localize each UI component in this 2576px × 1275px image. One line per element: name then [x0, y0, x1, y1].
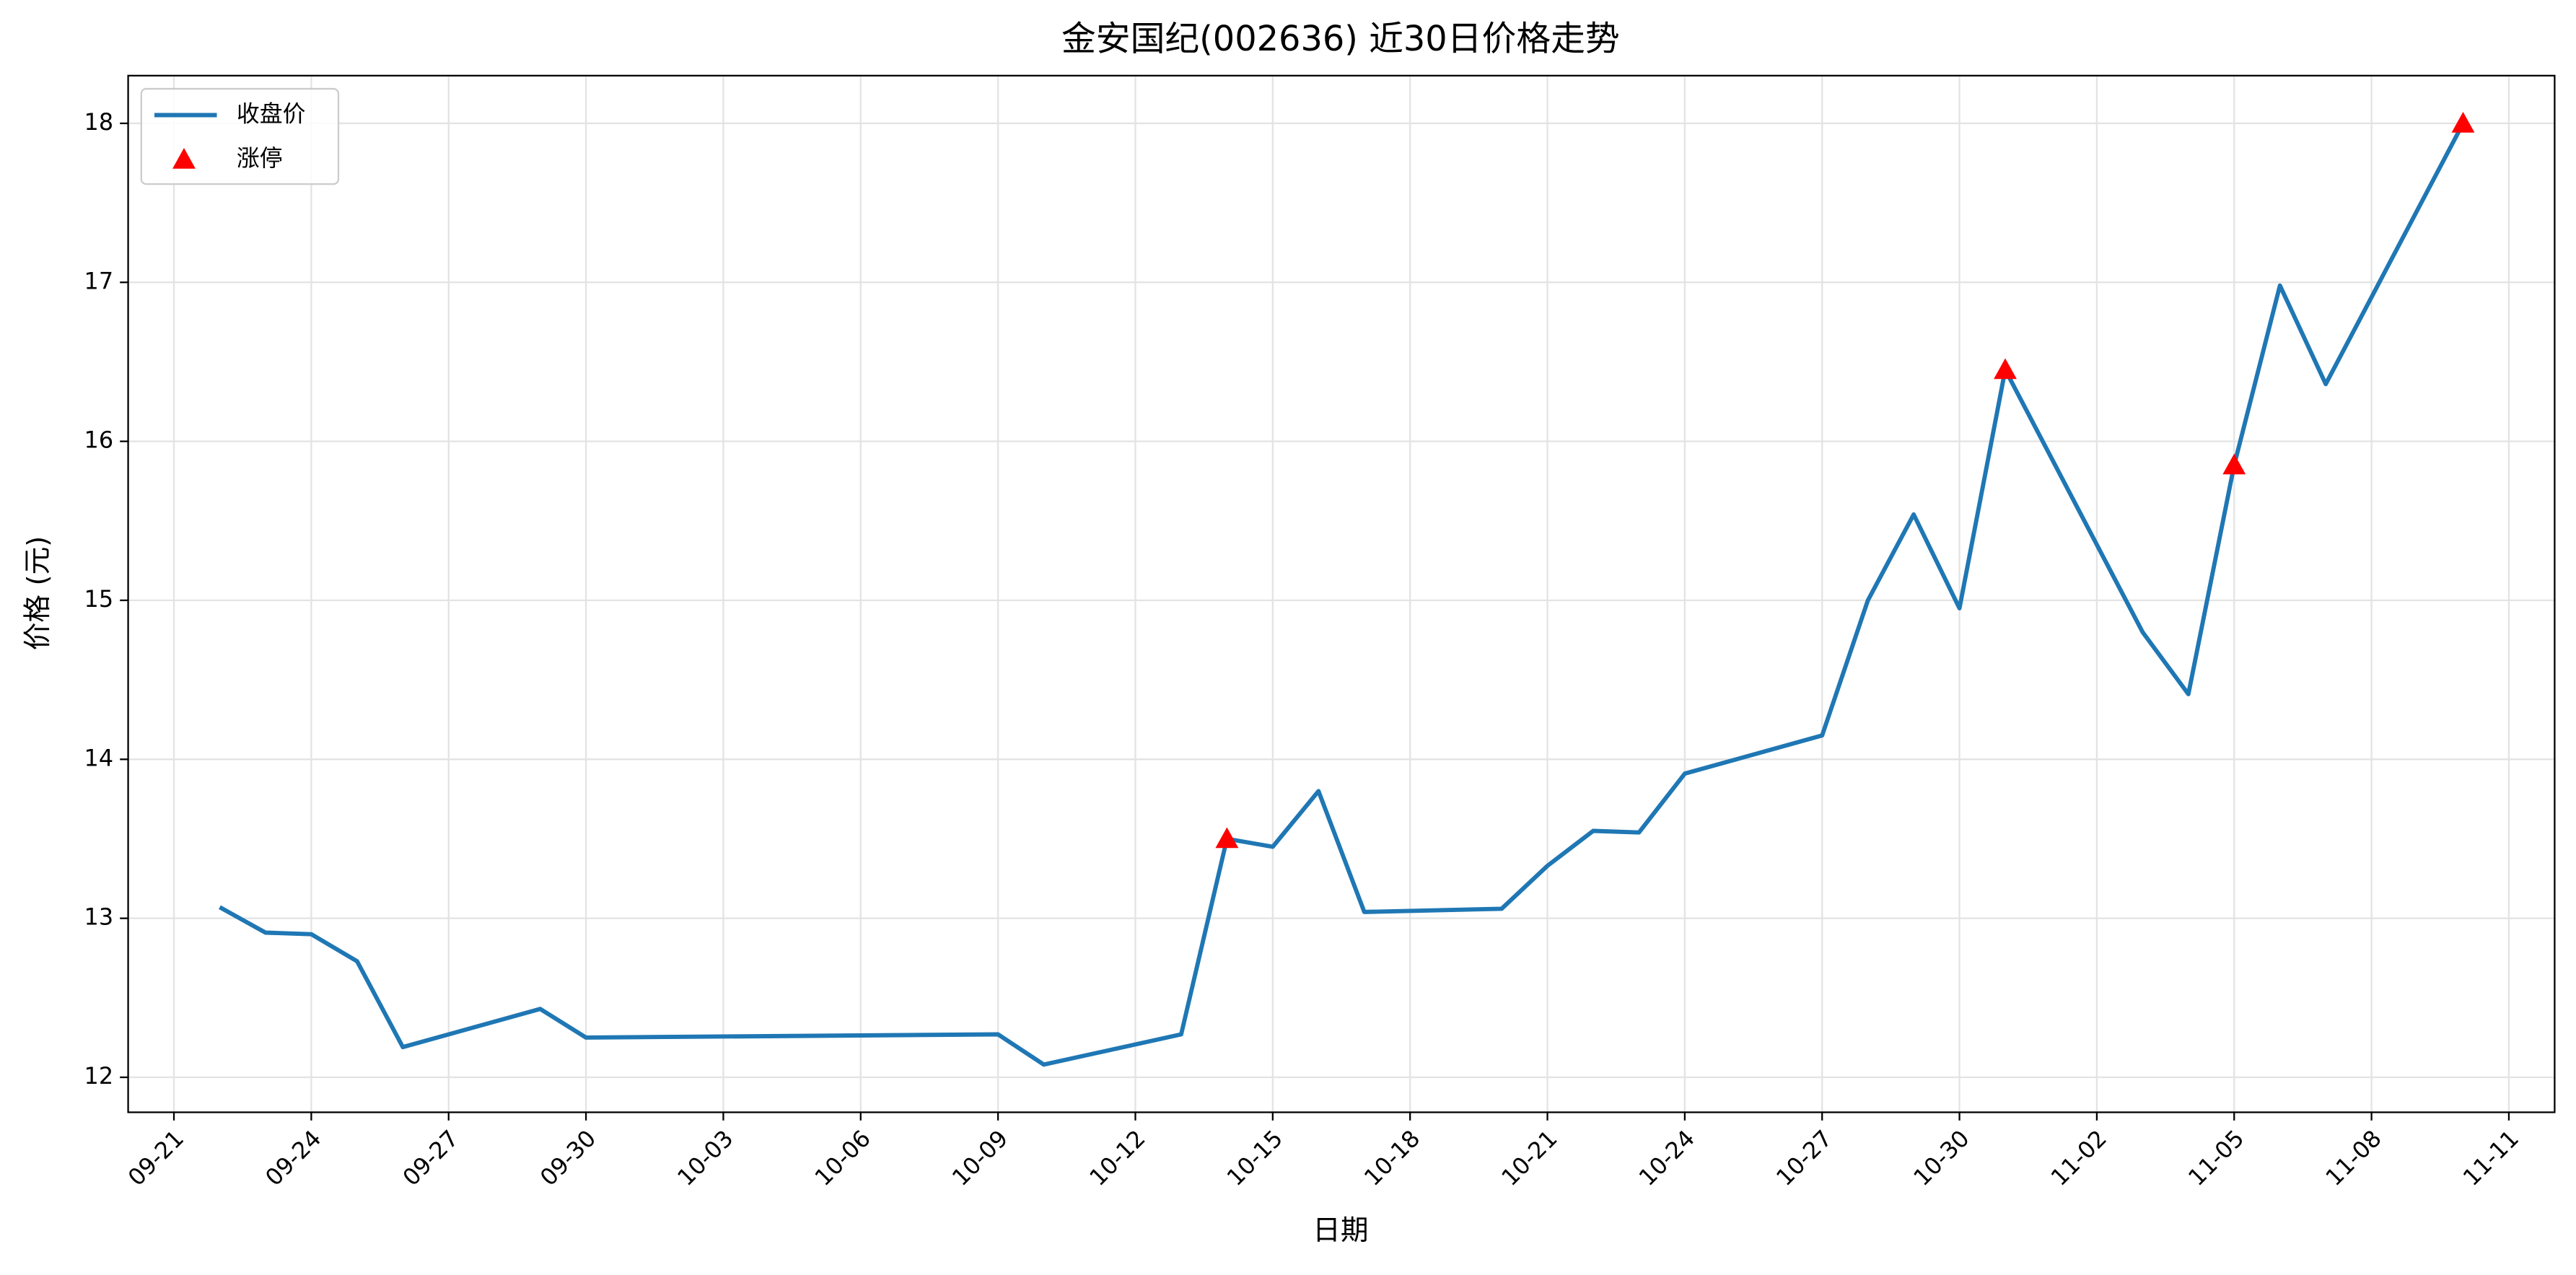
y-tick-label: 13	[84, 903, 114, 931]
chart-title: 金安国纪(002636) 近30日价格走势	[1061, 19, 1620, 59]
y-axis-label: 价格 (元)	[22, 536, 54, 651]
y-tick-label: 17	[84, 267, 114, 294]
limit-up-marker	[1994, 358, 2017, 380]
x-axis-label: 日期	[1313, 1214, 1368, 1247]
y-tick-label: 15	[84, 585, 114, 613]
y-tick-label: 16	[84, 426, 114, 454]
limit-up-marker	[2222, 453, 2246, 475]
y-tick-label: 14	[84, 744, 114, 771]
legend-label: 涨停	[237, 144, 283, 172]
price-line	[219, 122, 2466, 1067]
limit-up-marker	[1215, 827, 1239, 849]
plot-frame	[127, 74, 2556, 1113]
limit-up-marker	[2451, 112, 2475, 133]
legend-marker	[172, 148, 196, 169]
y-tick-label: 12	[84, 1062, 114, 1090]
y-tick-label: 18	[84, 108, 114, 136]
legend-label: 收盘价	[237, 100, 306, 127]
